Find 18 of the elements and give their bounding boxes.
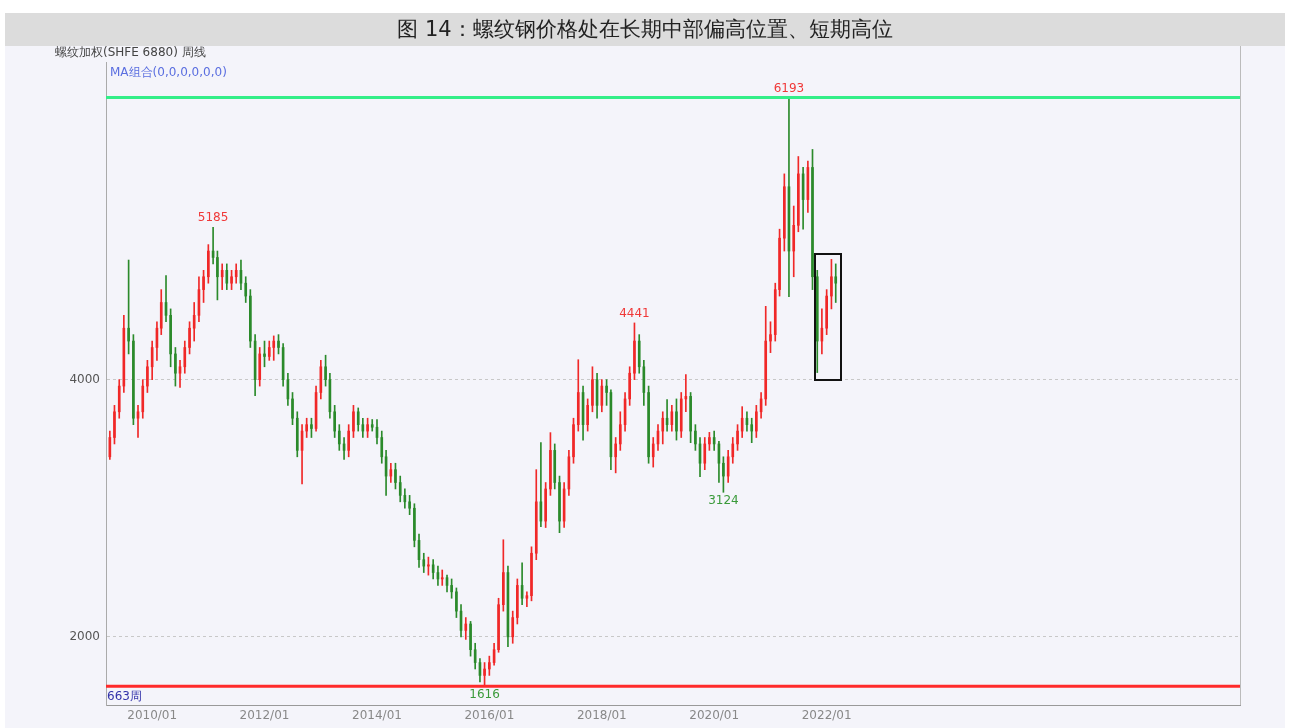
annotation: 6193	[773, 80, 805, 95]
x-tick-label: 2014/01	[352, 708, 402, 723]
y-tick-label: 4000	[69, 371, 100, 386]
annotation: MA组合(0,0,0,0,0,0)	[110, 64, 227, 81]
annotation: 5185	[197, 210, 229, 225]
x-tick-label: 2020/01	[689, 708, 740, 723]
annotation: 1616	[469, 687, 500, 702]
x-tick-label: 2016/01	[464, 708, 515, 723]
annotation: 3124	[708, 493, 739, 508]
annotation: 4441	[619, 306, 650, 321]
x-tick-label: 2012/01	[239, 708, 290, 723]
y-tick-label: 2000	[69, 628, 100, 643]
text: 螺纹加权(SHFE 6880) 周线	[55, 44, 206, 61]
annotation: 663周	[107, 688, 142, 705]
chart-title: 图 14：螺纹钢价格处在长期中部偏高位置、短期高位	[5, 13, 1285, 46]
x-tick-label: 2022/01	[801, 708, 852, 723]
x-tick-label: 2018/01	[576, 708, 627, 723]
x-tick-label: 2010/01	[127, 708, 178, 723]
